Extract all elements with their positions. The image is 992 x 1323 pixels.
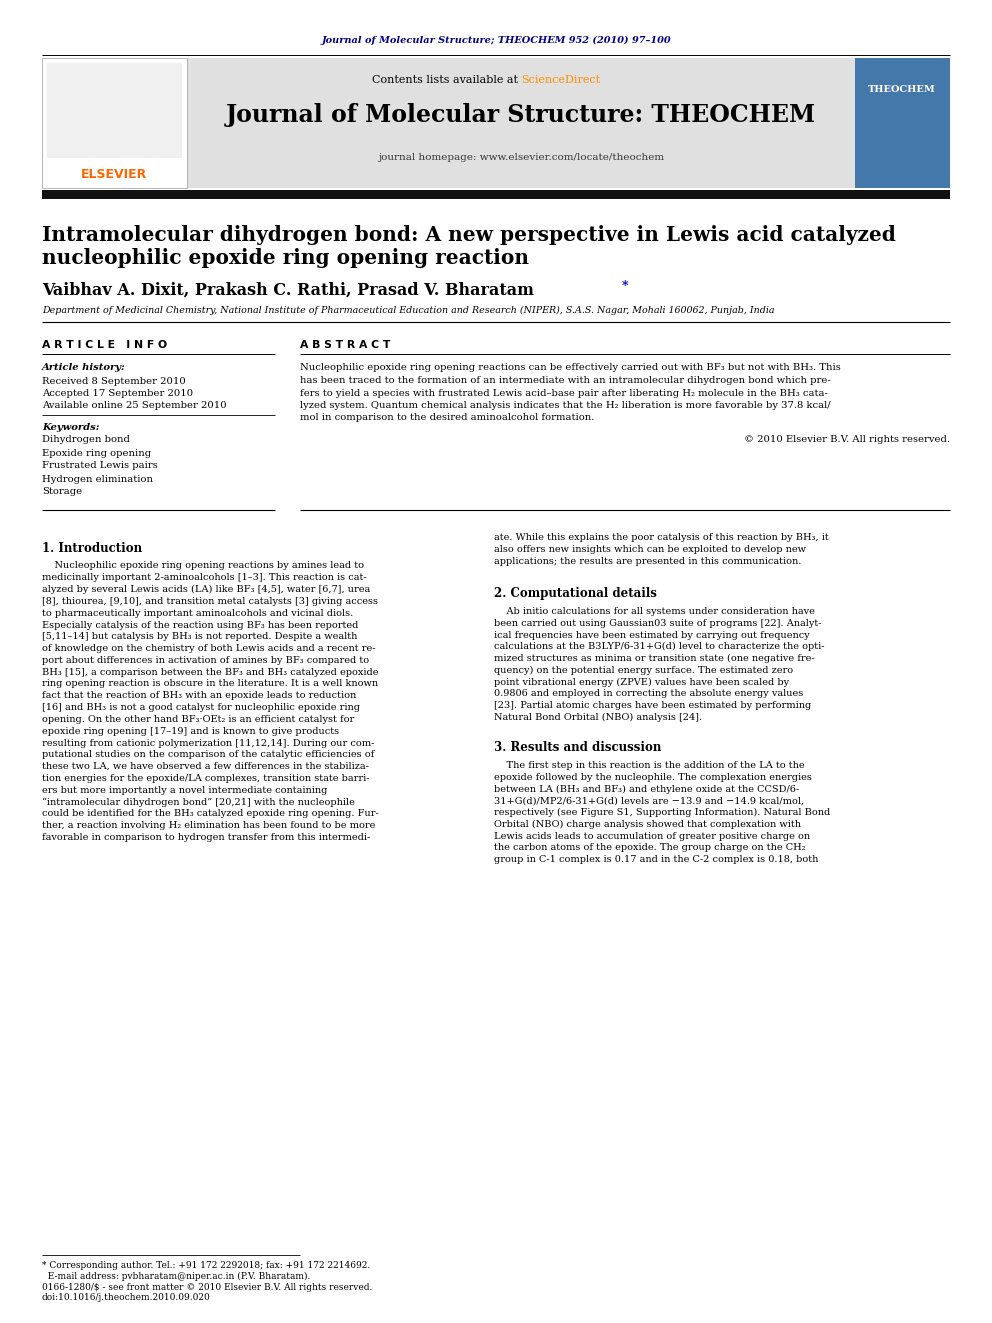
Text: [5,11–14] but catalysis by BH₃ is not reported. Despite a wealth: [5,11–14] but catalysis by BH₃ is not re…	[42, 632, 357, 642]
Bar	[47, 64, 182, 157]
Text: A B S T R A C T: A B S T R A C T	[300, 340, 391, 351]
Text: Especially catalysis of the reaction using BF₃ has been reported: Especially catalysis of the reaction usi…	[42, 620, 358, 630]
Text: to pharmaceutically important aminoalcohols and vicinal diols.: to pharmaceutically important aminoalcoh…	[42, 609, 353, 618]
Text: calculations at the B3LYP/6-31+G(d) level to characterize the opti-: calculations at the B3LYP/6-31+G(d) leve…	[494, 642, 824, 651]
Text: putational studies on the comparison of the catalytic efficiencies of: putational studies on the comparison of …	[42, 750, 374, 759]
Text: point vibrational energy (ZPVE) values have been scaled by: point vibrational energy (ZPVE) values h…	[494, 677, 789, 687]
Bar	[855, 58, 950, 188]
Text: these two LA, we have observed a few differences in the stabiliza-: these two LA, we have observed a few dif…	[42, 762, 369, 771]
Text: Orbital (NBO) charge analysis showed that complexation with: Orbital (NBO) charge analysis showed tha…	[494, 820, 801, 830]
Bar	[187, 58, 855, 188]
Text: ring opening reaction is obscure in the literature. It is a well known: ring opening reaction is obscure in the …	[42, 680, 378, 688]
Bar	[42, 191, 950, 198]
Text: 0166-1280/$ - see front matter © 2010 Elsevier B.V. All rights reserved.: 0166-1280/$ - see front matter © 2010 El…	[42, 1282, 372, 1291]
Text: quency) on the potential energy surface. The estimated zero: quency) on the potential energy surface.…	[494, 665, 794, 675]
Text: ScienceDirect: ScienceDirect	[521, 75, 600, 85]
Text: Journal of Molecular Structure: THEOCHEM: Journal of Molecular Structure: THEOCHEM	[226, 103, 816, 127]
Text: Ab initio calculations for all systems under consideration have: Ab initio calculations for all systems u…	[494, 607, 814, 617]
Text: between LA (BH₃ and BF₃) and ethylene oxide at the CCSD/6-: between LA (BH₃ and BF₃) and ethylene ox…	[494, 785, 800, 794]
Text: BH₃ [15], a comparison between the BF₃ and BH₃ catalyzed epoxide: BH₃ [15], a comparison between the BF₃ a…	[42, 668, 379, 676]
Text: *: *	[622, 279, 629, 292]
Text: © 2010 Elsevier B.V. All rights reserved.: © 2010 Elsevier B.V. All rights reserved…	[744, 435, 950, 445]
Text: Frustrated Lewis pairs: Frustrated Lewis pairs	[42, 462, 158, 471]
Text: been carried out using Gaussian03 suite of programs [22]. Analyt-: been carried out using Gaussian03 suite …	[494, 619, 821, 627]
Text: [8], thiourea, [9,10], and transition metal catalysts [3] giving access: [8], thiourea, [9,10], and transition me…	[42, 597, 378, 606]
Text: E-mail address: pvbharatam@niper.ac.in (P.V. Bharatam).: E-mail address: pvbharatam@niper.ac.in (…	[42, 1271, 310, 1281]
Text: Accepted 17 September 2010: Accepted 17 September 2010	[42, 389, 193, 398]
Text: Received 8 September 2010: Received 8 September 2010	[42, 377, 186, 386]
Text: journal homepage: www.elsevier.com/locate/theochem: journal homepage: www.elsevier.com/locat…	[378, 153, 664, 163]
Text: 3. Results and discussion: 3. Results and discussion	[494, 741, 662, 754]
Text: 31+G(d)/MP2/6-31+G(d) levels are −13.9 and −14.9 kcal/mol,: 31+G(d)/MP2/6-31+G(d) levels are −13.9 a…	[494, 796, 805, 806]
Text: [23]. Partial atomic charges have been estimated by performing: [23]. Partial atomic charges have been e…	[494, 701, 811, 710]
Text: Hydrogen elimination: Hydrogen elimination	[42, 475, 153, 483]
Text: The first step in this reaction is the addition of the LA to the: The first step in this reaction is the a…	[494, 761, 805, 770]
Text: port about differences in activation of amines by BF₃ compared to: port about differences in activation of …	[42, 656, 369, 665]
Text: doi:10.1016/j.theochem.2010.09.020: doi:10.1016/j.theochem.2010.09.020	[42, 1294, 210, 1303]
Text: resulting from cationic polymerization [11,12,14]. During our com-: resulting from cationic polymerization […	[42, 738, 374, 747]
Text: tion energies for the epoxide/LA complexes, transition state barri-: tion energies for the epoxide/LA complex…	[42, 774, 369, 783]
Text: medicinally important 2-aminoalcohols [1–3]. This reaction is cat-: medicinally important 2-aminoalcohols [1…	[42, 573, 367, 582]
Text: Intramolecular dihydrogen bond: A new perspective in Lewis acid catalyzed: Intramolecular dihydrogen bond: A new pe…	[42, 225, 896, 245]
Text: also offers new insights which can be exploited to develop new: also offers new insights which can be ex…	[494, 545, 806, 554]
Text: Natural Bond Orbital (NBO) analysis [24].: Natural Bond Orbital (NBO) analysis [24]…	[494, 713, 702, 722]
Text: group in C-1 complex is 0.17 and in the C-2 complex is 0.18, both: group in C-1 complex is 0.17 and in the …	[494, 855, 818, 864]
Text: has been traced to the formation of an intermediate with an intramolecular dihyd: has been traced to the formation of an i…	[300, 376, 830, 385]
Text: Epoxide ring opening: Epoxide ring opening	[42, 448, 151, 458]
Text: Vaibhav A. Dixit, Prakash C. Rathi, Prasad V. Bharatam: Vaibhav A. Dixit, Prakash C. Rathi, Pras…	[42, 282, 534, 299]
Text: ers but more importantly a novel intermediate containing: ers but more importantly a novel interme…	[42, 786, 327, 795]
Text: Journal of Molecular Structure; THEOCHEM 952 (2010) 97–100: Journal of Molecular Structure; THEOCHEM…	[321, 36, 671, 45]
Text: mol in comparison to the desired aminoalcohol formation.: mol in comparison to the desired aminoal…	[300, 414, 594, 422]
Text: Contents lists available at: Contents lists available at	[371, 75, 521, 85]
Text: Lewis acids leads to accumulation of greater positive charge on: Lewis acids leads to accumulation of gre…	[494, 832, 810, 840]
Text: 1. Introduction: 1. Introduction	[42, 541, 142, 554]
Text: ical frequencies have been estimated by carrying out frequency: ical frequencies have been estimated by …	[494, 631, 809, 639]
Text: 2. Computational details: 2. Computational details	[494, 587, 657, 599]
Bar	[42, 58, 187, 188]
Text: ate. While this explains the poor catalysis of this reaction by BH₃, it: ate. While this explains the poor cataly…	[494, 533, 828, 542]
Text: Nucleophilic epoxide ring opening reactions can be effectively carried out with : Nucleophilic epoxide ring opening reacti…	[300, 364, 841, 373]
Text: Available online 25 September 2010: Available online 25 September 2010	[42, 401, 226, 410]
Text: Storage: Storage	[42, 487, 82, 496]
Text: of knowledge on the chemistry of both Lewis acids and a recent re-: of knowledge on the chemistry of both Le…	[42, 644, 376, 654]
Text: “intramolecular dihydrogen bond” [20,21] with the nucleophile: “intramolecular dihydrogen bond” [20,21]…	[42, 798, 355, 807]
Text: nucleophilic epoxide ring opening reaction: nucleophilic epoxide ring opening reacti…	[42, 247, 529, 269]
Text: epoxide followed by the nucleophile. The complexation energies: epoxide followed by the nucleophile. The…	[494, 773, 811, 782]
Text: Nucleophilic epoxide ring opening reactions by amines lead to: Nucleophilic epoxide ring opening reacti…	[42, 561, 364, 570]
Text: favorable in comparison to hydrogen transfer from this intermedi-: favorable in comparison to hydrogen tran…	[42, 833, 370, 841]
Text: fact that the reaction of BH₃ with an epoxide leads to reduction: fact that the reaction of BH₃ with an ep…	[42, 692, 356, 700]
Text: applications; the results are presented in this communication.: applications; the results are presented …	[494, 557, 802, 566]
Text: [16] and BH₃ is not a good catalyst for nucleophilic epoxide ring: [16] and BH₃ is not a good catalyst for …	[42, 703, 360, 712]
Text: lyzed system. Quantum chemical analysis indicates that the H₂ liberation is more: lyzed system. Quantum chemical analysis …	[300, 401, 830, 410]
Text: A R T I C L E   I N F O: A R T I C L E I N F O	[42, 340, 167, 351]
Text: Dihydrogen bond: Dihydrogen bond	[42, 435, 130, 445]
Text: mized structures as minima or transition state (one negative fre-: mized structures as minima or transition…	[494, 654, 814, 663]
Text: alyzed by several Lewis acids (LA) like BF₃ [4,5], water [6,7], urea: alyzed by several Lewis acids (LA) like …	[42, 585, 370, 594]
Text: could be identified for the BH₃ catalyzed epoxide ring opening. Fur-: could be identified for the BH₃ catalyze…	[42, 810, 379, 819]
Text: Article history:: Article history:	[42, 364, 126, 373]
Text: the carbon atoms of the epoxide. The group charge on the CH₂: the carbon atoms of the epoxide. The gro…	[494, 844, 806, 852]
Text: opening. On the other hand BF₃·OEt₂ is an efficient catalyst for: opening. On the other hand BF₃·OEt₂ is a…	[42, 714, 354, 724]
Text: epoxide ring opening [17–19] and is known to give products: epoxide ring opening [17–19] and is know…	[42, 726, 339, 736]
Text: ELSEVIER: ELSEVIER	[81, 168, 147, 181]
Text: Keywords:: Keywords:	[42, 422, 99, 431]
Text: Department of Medicinal Chemistry, National Institute of Pharmaceutical Educatio: Department of Medicinal Chemistry, Natio…	[42, 306, 775, 315]
Text: respectively (see Figure S1, Supporting Information). Natural Bond: respectively (see Figure S1, Supporting …	[494, 808, 830, 818]
Text: ther, a reaction involving H₂ elimination has been found to be more: ther, a reaction involving H₂ eliminatio…	[42, 822, 375, 830]
Text: fers to yield a species with frustrated Lewis acid–base pair after liberating H₂: fers to yield a species with frustrated …	[300, 389, 828, 397]
Text: * Corresponding author. Tel.: +91 172 2292018; fax: +91 172 2214692.: * Corresponding author. Tel.: +91 172 22…	[42, 1261, 370, 1270]
Text: THEOCHEM: THEOCHEM	[868, 86, 935, 94]
Text: 0.9806 and employed in correcting the absolute energy values: 0.9806 and employed in correcting the ab…	[494, 689, 804, 699]
